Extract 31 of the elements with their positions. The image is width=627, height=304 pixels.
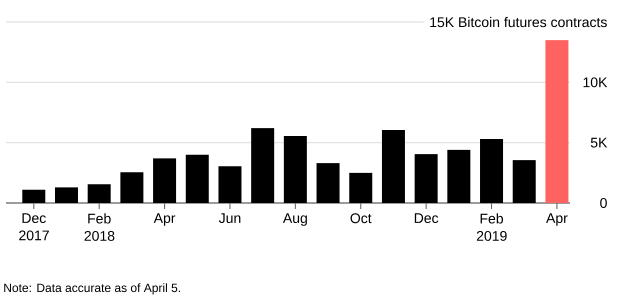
bar: [414, 154, 438, 203]
bar: [54, 187, 78, 203]
bar: [284, 136, 307, 203]
x-tick-label: Apr: [546, 213, 568, 226]
bar: [545, 40, 568, 203]
y-tick-label: 10K: [584, 77, 608, 88]
x-tick-label: Feb 2018: [84, 213, 114, 241]
bar: [153, 158, 176, 203]
text: Note: Data accurate as of April 5.: [4, 283, 180, 294]
bar: [88, 184, 111, 203]
y-tick-label: 15K Bitcoin futures contracts: [430, 16, 607, 28]
x-tick-label: Apr: [154, 213, 176, 226]
bar: [120, 172, 144, 203]
x-tick-label: Aug: [282, 213, 307, 226]
bar: [382, 130, 405, 203]
bar: [218, 166, 242, 203]
x-tick-label: Dec 2017: [19, 213, 49, 240]
bar: [22, 190, 46, 203]
y-tick-label: 5K: [590, 138, 608, 148]
y-tick-label: 0: [600, 198, 607, 208]
x-tick-label: Dec: [414, 213, 438, 224]
bar: [316, 163, 340, 203]
bar: [186, 154, 209, 203]
bar: [447, 150, 470, 203]
bar: [349, 172, 372, 203]
x-tick-label: Feb 2019: [476, 213, 507, 241]
x-tick-label: Oct: [350, 213, 372, 224]
x-tick-label: Jun: [218, 213, 240, 224]
bar: [251, 128, 274, 203]
bar: [480, 139, 504, 203]
bar: [512, 160, 536, 203]
